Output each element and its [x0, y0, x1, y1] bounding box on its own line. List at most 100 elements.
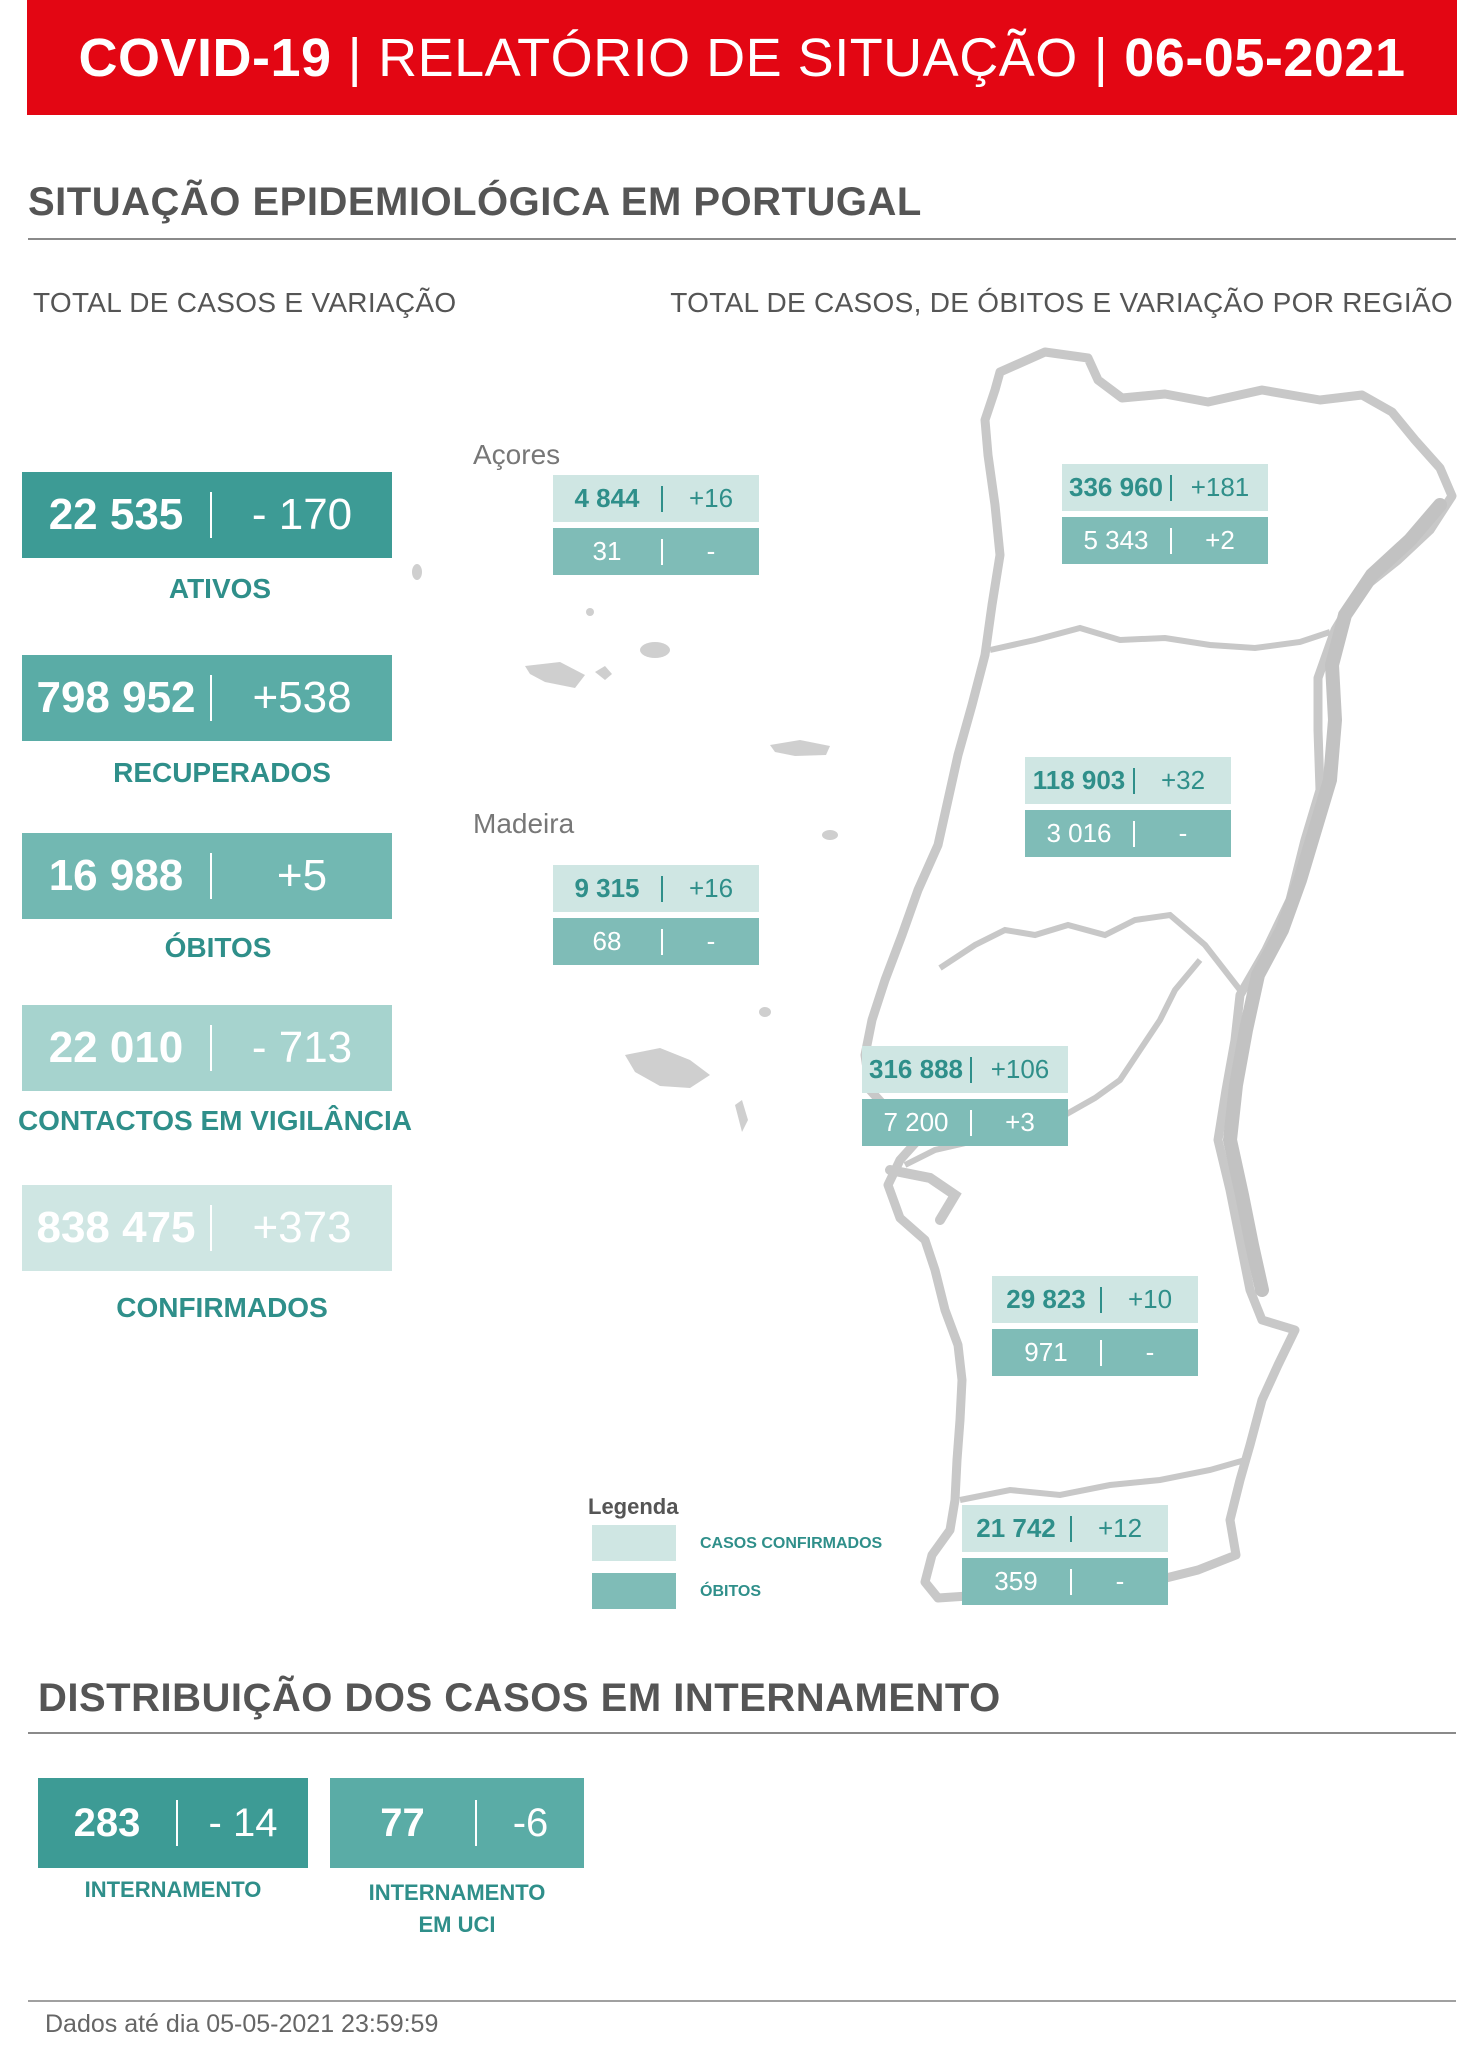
region-deaths-variation: - [706, 926, 716, 956]
region-box-norte: 336 960 +181 5 343 +2 [1062, 464, 1268, 564]
stat-obitos-value: 16 988 [48, 851, 184, 900]
hosp-divider [475, 1800, 477, 1846]
stat-contactos-label: CONTACTOS EM VIGILÂNCIA [17, 1105, 413, 1136]
stat-obitos: 16 988 +5 [22, 833, 392, 919]
region-deaths-row: 971 - [992, 1329, 1198, 1376]
region-cases-variation: +181 [1190, 472, 1250, 502]
stat-divider [210, 1025, 212, 1071]
region-deaths-value: 7 200 [883, 1107, 949, 1137]
legend-label-deaths: ÓBITOS [700, 1583, 762, 1600]
region-deaths-variation: +3 [1005, 1107, 1035, 1137]
stat-ativos-label: ATIVOS [168, 573, 272, 604]
region-deaths-value: 359 [994, 1566, 1038, 1596]
island-shape [595, 666, 612, 680]
hosp-ward-label: INTERNAMENTO [84, 1877, 262, 1902]
hosp-ward-box: 283 - 14 [38, 1778, 308, 1868]
region-deaths-variation: - [1178, 818, 1188, 848]
region-cases-value: 336 960 [1069, 472, 1163, 502]
region-cases-row: 9 315 +16 [553, 865, 759, 912]
region-cases-value: 316 888 [869, 1054, 963, 1084]
region-divider [1133, 767, 1135, 794]
region-box-madeira: 9 315 +16 68 - [553, 865, 759, 965]
region-cases-value: 9 315 [574, 873, 640, 903]
stat-confirmados: 838 475 +373 [22, 1185, 392, 1271]
region-cases-row: 4 844 +16 [553, 475, 759, 522]
region-cases-value: 4 844 [574, 483, 640, 513]
banner-divider: | [347, 27, 363, 88]
region-cases-row: 29 823 +10 [992, 1276, 1198, 1323]
region-deaths-row: 359 - [962, 1558, 1168, 1605]
banner-title: COVID-19 [78, 27, 332, 88]
region-cases-value: 29 823 [1006, 1284, 1086, 1314]
region-divider [1170, 474, 1172, 501]
region-divider [1100, 1339, 1102, 1366]
region-cases-row: 118 903 +32 [1025, 757, 1231, 804]
stat-divider [210, 675, 212, 721]
stat-recuperados: 798 952 +538 [22, 655, 392, 741]
hosp-section-rule [28, 1732, 1456, 1734]
island-shape [525, 662, 585, 688]
region-divider [661, 875, 663, 902]
region-divider [1070, 1515, 1072, 1542]
region-deaths-row: 3 016 - [1025, 810, 1231, 857]
stat-recuperados-value: 798 952 [36, 673, 196, 722]
island-shape [640, 642, 670, 658]
region-cases-variation: +16 [688, 873, 734, 903]
hosp-icu-value: 77 [380, 1800, 425, 1845]
stat-obitos-variation: +5 [276, 851, 328, 900]
hosp-ward-variation: - 14 [208, 1800, 278, 1845]
region-cases-row: 21 742 +12 [962, 1505, 1168, 1552]
epi-section-title: SITUAÇÃO EPIDEMIOLÓGICA EM PORTUGAL [28, 180, 922, 224]
island-shape [770, 740, 830, 756]
region-cases-variation: +12 [1097, 1513, 1143, 1543]
region-cases-variation: +16 [688, 483, 734, 513]
banner-date: 06-05-2021 [1124, 27, 1406, 88]
region-deaths-value: 3 016 [1046, 818, 1112, 848]
stat-divider [210, 1205, 212, 1251]
region-divider [1133, 820, 1135, 847]
region-deaths-row: 68 - [553, 918, 759, 965]
legend-swatch-confirmed [592, 1525, 676, 1561]
island-label-acores: Açores [473, 439, 561, 470]
island-shape [822, 830, 838, 840]
stat-confirmados-value: 838 475 [36, 1203, 196, 1252]
stat-confirmados-variation: +373 [252, 1203, 352, 1252]
hosp-section-title: DISTRIBUIÇÃO DOS CASOS EM INTERNAMENTO [38, 1676, 1001, 1720]
region-divider [1100, 1286, 1102, 1313]
hosp-ward-value: 283 [73, 1800, 141, 1845]
hosp-icu-label-line2: EM UCI [418, 1912, 496, 1937]
stat-obitos-label: ÓBITOS [164, 932, 272, 963]
region-divider [1070, 1568, 1072, 1595]
banner-divider-2: | [1093, 27, 1109, 88]
footer-data-date: Dados até dia 05-05-2021 23:59:59 [45, 2010, 439, 2038]
region-deaths-value: 971 [1024, 1337, 1068, 1367]
region-cases-variation: +106 [990, 1054, 1050, 1084]
region-box-lisboa: 316 888 +106 7 200 +3 [862, 1046, 1068, 1146]
region-box-alentejo: 29 823 +10 971 - [992, 1276, 1198, 1376]
legend-swatch-deaths [592, 1573, 676, 1609]
stat-contactos: 22 010 - 713 [22, 1005, 392, 1091]
hosp-icu-box: 77 -6 [330, 1778, 584, 1868]
hosp-icu-label-line1: INTERNAMENTO [368, 1880, 546, 1905]
stat-confirmados-label: CONFIRMADOS [116, 1292, 328, 1323]
region-deaths-row: 31 - [553, 528, 759, 575]
banner-subtitle: RELATÓRIO DE SITUAÇÃO [378, 27, 1078, 88]
stat-ativos-variation: - 170 [251, 490, 353, 539]
stat-ativos-value: 22 535 [48, 490, 184, 539]
legend-label-confirmed: CASOS CONFIRMADOS [700, 1535, 883, 1552]
region-divider [661, 538, 663, 565]
stat-recuperados-label: RECUPERADOS [113, 757, 331, 788]
region-deaths-value: 5 343 [1083, 525, 1149, 555]
portugal-map [412, 347, 1457, 1603]
stat-contactos-value: 22 010 [48, 1023, 184, 1072]
region-divider [970, 1056, 972, 1083]
region-divider [661, 485, 663, 512]
region-deaths-row: 7 200 +3 [862, 1099, 1068, 1146]
region-box-algarve: 21 742 +12 359 - [962, 1505, 1168, 1605]
region-cases-value: 21 742 [976, 1513, 1056, 1543]
right-subtitle: TOTAL DE CASOS, DE ÓBITOS E VARIAÇÃO POR… [670, 287, 1453, 318]
island-shape [625, 1048, 710, 1088]
region-box-centro: 118 903 +32 3 016 - [1025, 757, 1231, 857]
island-shape [759, 1007, 771, 1017]
region-deaths-row: 5 343 +2 [1062, 517, 1268, 564]
